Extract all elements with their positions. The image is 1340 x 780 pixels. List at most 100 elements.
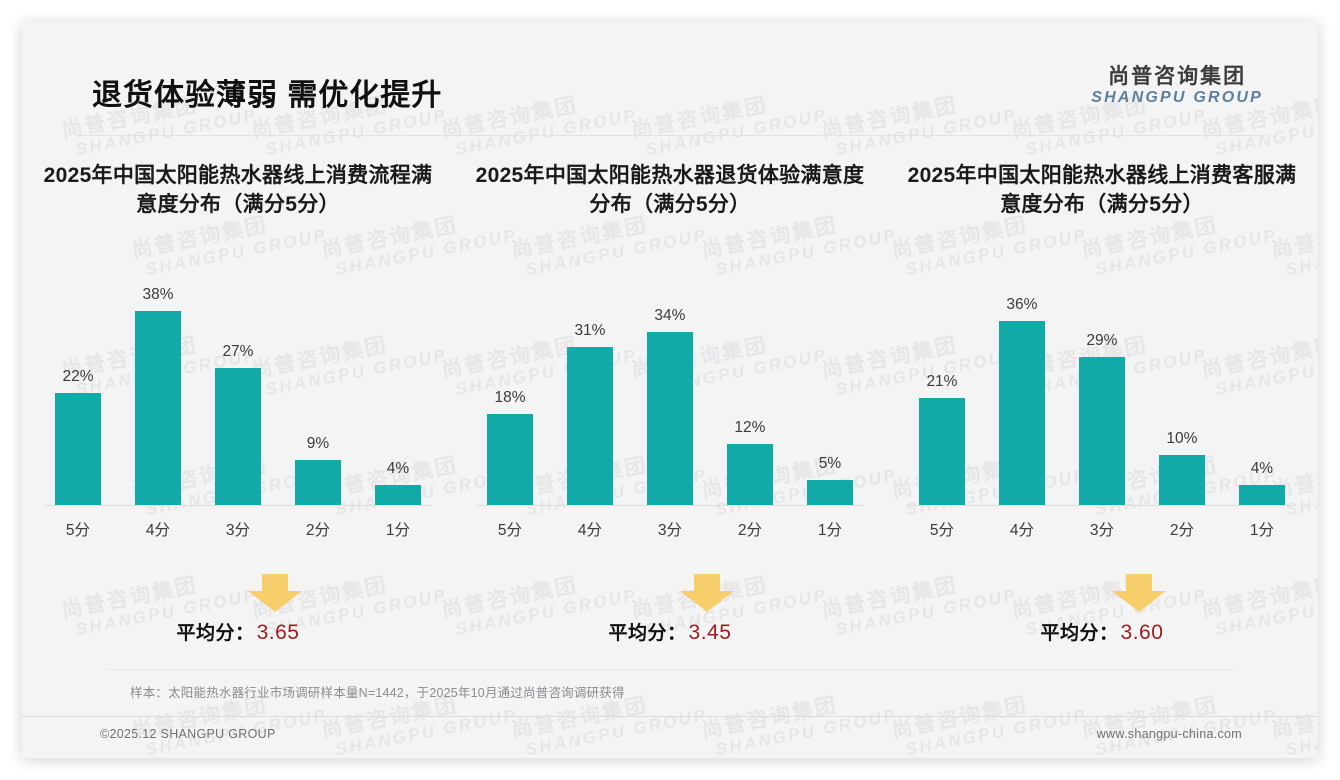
bar-slot: 34% [630,274,710,506]
bar-slot: 18% [470,274,550,506]
bar-value-label: 4% [386,460,410,477]
x-axis-tick-label: 3分 [225,522,251,539]
bar-value-label: 27% [222,343,254,360]
logo-english-text: SHANGPU GROUP [1091,89,1263,107]
bar-value-label: 29% [1086,332,1118,349]
watermark-english-text: SHANGPU GROUP [333,705,519,758]
footer-website: www.shangpu-china.com [1096,727,1242,741]
bar[interactable] [486,414,533,506]
watermark-english-text: SHANGPU GROUP [1283,705,1318,758]
average-score-value: 3.60 [1120,621,1164,644]
x-axis-tick-label: 4分 [577,522,603,539]
footnote-divider [108,669,1234,670]
x-axis-tick-label: 3分 [1089,522,1114,539]
bar-slot: 4% [358,274,438,506]
bar[interactable] [806,480,853,506]
average-score-text: 平均分：3.60 [902,618,1302,645]
sample-footnote: 样本：太阳能热水器行业市场调研样本量N=1442，于2025年10月通过尚普咨询… [130,686,625,700]
bar[interactable] [566,347,613,506]
logo-chinese-text: 尚普咨询集团 [1108,65,1247,88]
bar-value-label: 31% [574,322,606,339]
average-score-text: 平均分：3.65 [38,618,438,645]
bar-value-label: 9% [306,435,330,452]
average-score-label: 平均分： [1040,623,1119,644]
bar[interactable] [294,460,341,506]
chart-title: 2025年中国太阳能热水器线上消费流程满意度分布（满分5分） [43,164,433,216]
down-arrow-icon [679,574,734,612]
bar-value-label: 10% [1166,430,1198,447]
bar-value-label: 34% [654,307,686,324]
page-title: 退货体验薄弱 需优化提升 [92,79,443,112]
slide-header: 退货体验薄弱 需优化提升 尚普咨询集团 SHANGPU GROUP [22,22,1318,120]
bar[interactable] [1158,455,1205,506]
x-axis-tick-label: 2分 [305,522,330,539]
bar[interactable] [918,398,965,506]
average-score-value: 3.45 [688,621,732,644]
bar-slot: 5% [790,274,870,506]
bar-slot: 12% [710,274,790,506]
bar-value-label: 12% [734,419,766,436]
plot-area: 21% 36% 29% 10% 4% [902,274,1302,506]
bar-value-label: 22% [62,368,94,385]
bar-value-label: 4% [1250,460,1274,477]
x-axis-tick-label: 4分 [145,522,171,539]
x-axis-tick-label: 2分 [737,522,762,539]
charts-row: 2025年中国太阳能热水器线上消费流程满意度分布（满分5分） 22% 38% 27% 9… [22,162,1318,648]
bar-slot: 36% [982,274,1062,506]
brand-logo: 尚普咨询集团 SHANGPU GROUP [1091,65,1263,108]
x-axis-tick-label: 2分 [1169,522,1194,539]
x-axis-tick-labels: 5分 4分 3分 2分 1分 [470,518,870,540]
x-axis-tick-label: 1分 [817,522,842,539]
bar-value-label: 21% [926,373,958,390]
bar[interactable] [1078,357,1125,506]
x-axis-line [475,505,864,506]
average-score-text: 平均分：3.45 [470,618,870,645]
watermark-chinese-text: 尚普咨询集团 [1269,693,1318,743]
bar-group: 21% 36% 29% 10% 4% [902,274,1302,506]
x-axis-tick-label: 4分 [1009,522,1034,539]
bar-value-label: 18% [494,389,526,406]
bar-slot: 31% [550,274,630,506]
chart-title: 2025年中国太阳能热水器线上消费客服满意度分布（满分5分） [907,164,1297,216]
bar[interactable] [374,485,421,506]
x-axis-tick-labels: 5分 4分 3分 2分 1分 [38,518,438,540]
down-arrow-icon [247,574,302,612]
bar-slot: 9% [278,274,358,506]
down-arrow-icon [1111,574,1166,612]
watermark-english-text: SHANGPU GROUP [523,705,709,758]
bar[interactable] [726,444,773,506]
bar[interactable] [214,368,261,506]
watermark-english-text: SHANGPU GROUP [903,705,1089,758]
bar[interactable] [1238,485,1285,506]
slide-canvas: 尚普咨询集团 SHANGPU GROUP 尚普咨询集团 SHANGPU GROUP 尚普… [22,22,1318,758]
bar[interactable] [646,332,693,506]
footer-copyright: ©2025.12 SHANGPU GROUP [100,727,276,741]
chart-panel-2: 2025年中国太阳能热水器退货体验满意度分布（满分5分） 18% 31% 34% 12%… [454,162,886,648]
average-score-block: 平均分：3.60 [902,574,1302,648]
bar-slot: 29% [1062,274,1142,506]
bar-slot: 4% [1222,274,1302,506]
x-axis-tick-label: 5分 [497,522,523,539]
chart-panel-1: 2025年中国太阳能热水器线上消费流程满意度分布（满分5分） 22% 38% 27% 9… [22,162,454,648]
average-score-label: 平均分： [608,623,687,644]
bar-value-label: 38% [142,286,174,303]
bar-group: 22% 38% 27% 9% 4% [38,274,438,506]
bar[interactable] [134,311,181,506]
bar-group: 18% 31% 34% 12% 5% [470,274,870,506]
bar-slot: 21% [902,274,982,506]
bar[interactable] [54,393,101,506]
footer-divider [22,716,1318,717]
average-score-label: 平均分： [176,623,255,644]
watermark-english-text: SHANGPU GROUP [713,705,899,758]
bar-value-label: 36% [1006,296,1038,313]
bar-value-label: 5% [818,455,842,472]
bar-slot: 22% [38,274,118,506]
x-axis-tick-labels: 5分 4分 3分 2分 1分 [902,518,1302,540]
average-score-block: 平均分：3.65 [38,574,438,648]
x-axis-tick-label: 3分 [657,522,682,539]
bar[interactable] [998,321,1045,506]
x-axis-tick-label: 5分 [65,522,91,539]
